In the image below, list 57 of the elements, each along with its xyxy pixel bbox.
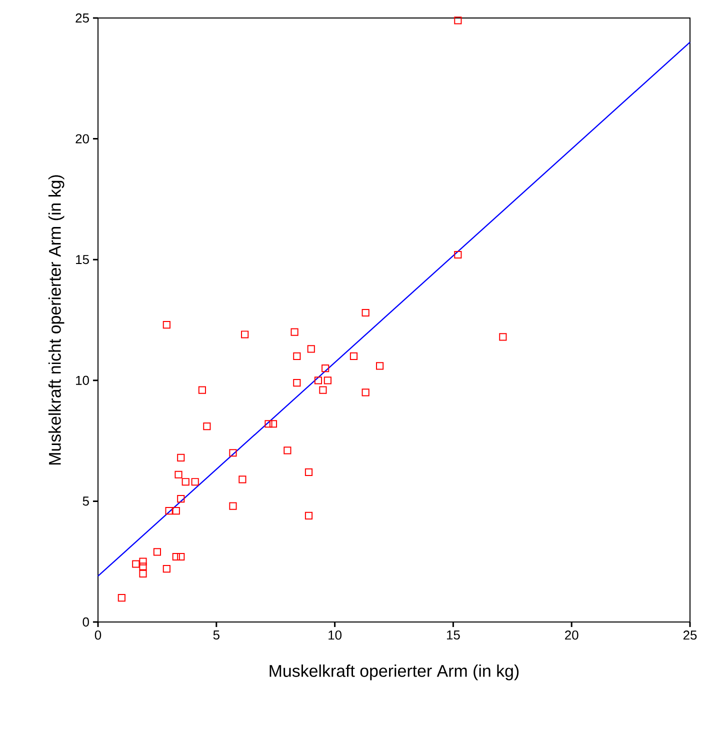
point <box>362 308 370 317</box>
x-axis-title: Muskelkraft operierter Arm (in kg) <box>270 664 519 680</box>
point <box>139 562 147 570</box>
point <box>162 565 170 573</box>
point <box>290 328 298 336</box>
point <box>314 376 322 384</box>
point <box>174 470 182 478</box>
point <box>153 548 161 556</box>
point <box>172 552 180 561</box>
point <box>362 388 370 396</box>
point <box>293 352 301 360</box>
point <box>264 420 272 428</box>
point <box>499 333 507 341</box>
y-tick-label: 0 <box>82 617 89 627</box>
x-tick-label: 20 <box>565 630 578 640</box>
point <box>191 478 199 486</box>
point <box>322 364 330 372</box>
point <box>132 560 140 568</box>
x-tick-label: 15 <box>446 630 460 640</box>
y-tick-label: 10 <box>76 376 89 385</box>
point <box>304 468 313 476</box>
x-tick-label: 25 <box>683 630 697 640</box>
point <box>203 422 211 430</box>
point <box>177 454 185 462</box>
point <box>324 376 332 384</box>
y-tick-label: 25 <box>76 13 89 23</box>
point <box>319 386 327 394</box>
point <box>177 552 185 561</box>
y-tick-label: 15 <box>76 255 89 264</box>
point <box>284 446 292 454</box>
x-tick-label: 10 <box>328 630 342 640</box>
y-tick-label: 5 <box>82 496 89 506</box>
point <box>304 512 313 520</box>
y-axis-title: Muskelkraft nicht operierter Arm (in kg) <box>48 175 64 464</box>
point <box>139 570 147 578</box>
point <box>229 449 237 457</box>
point <box>269 420 278 428</box>
y-tick-label: 20 <box>76 134 89 144</box>
point <box>241 330 249 338</box>
x-tick-label: 0 <box>94 630 102 640</box>
point <box>118 594 126 602</box>
point <box>454 16 462 24</box>
point <box>162 321 170 329</box>
point <box>182 478 190 486</box>
point <box>177 494 185 503</box>
point <box>454 250 462 259</box>
point <box>376 362 384 370</box>
point <box>229 502 237 510</box>
point <box>238 476 246 484</box>
point <box>165 507 173 515</box>
point <box>139 558 147 566</box>
x-tick-label: 5 <box>213 630 220 640</box>
point <box>198 386 206 394</box>
point <box>172 507 180 515</box>
point <box>293 379 301 387</box>
point <box>350 352 358 360</box>
point <box>307 345 315 353</box>
